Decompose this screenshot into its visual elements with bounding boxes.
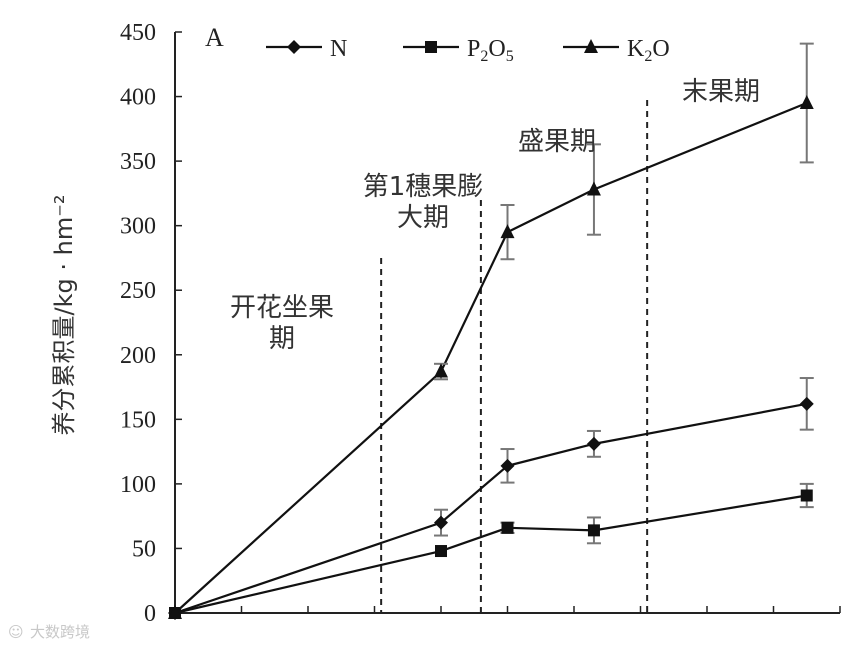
y-tick-label: 50 [132,536,156,562]
legend: N P2O5 K2O [266,36,670,65]
legend-marker [287,40,301,54]
legend-subscript: 2 [644,48,652,65]
data-point [500,458,515,473]
data-point [799,95,814,110]
y-tick-label: 0 [144,601,156,627]
legend-label: K2O [627,36,670,65]
y-tick-label: 300 [120,214,156,240]
legend-marker [425,41,437,53]
stage-dividers [380,100,649,613]
legend-label: P2O5 [467,36,514,65]
watermark: ☺ 大数跨境 [8,623,90,641]
stage-label: 大期 [397,203,449,233]
panel-label: A [205,23,224,52]
watermark-text: 大数跨境 [30,623,90,641]
series-layer [168,42,814,620]
data-point [799,396,814,411]
series-line [174,494,807,615]
series-n [168,377,814,620]
y-axis-label: 养分累积量/kg · hm⁻² [50,195,78,436]
legend-text-part: O [652,36,669,62]
legend-text-part: P [467,36,480,62]
series-line [174,402,807,615]
legend-text-part: O [488,36,505,62]
stage-label: 末果期 [682,77,760,107]
legend-marker [584,39,598,53]
data-point [434,363,448,378]
y-tick-label: 100 [120,472,156,498]
y-tick-label: 150 [120,407,156,433]
axes: 0 50 100 150 200 250 300 350 400 450 [120,20,841,627]
series-k2o [168,42,814,619]
legend-label: N [330,36,347,62]
series-line [174,101,808,614]
stage-label: 期 [269,324,295,354]
series-p2o5 [169,482,814,619]
data-point [586,436,601,451]
stage-label: 开花坐果 [230,293,334,323]
watermark-icon: ☺ [8,623,24,641]
legend-subscript: 2 [480,48,488,65]
data-point [434,515,448,530]
data-point [435,545,447,558]
y-tick-label: 200 [120,343,156,369]
y-tick-label: 350 [120,149,156,175]
stage-label: 第1穗果膨 [363,172,484,202]
data-point [501,521,514,534]
stage-label: 盛果期 [518,127,596,157]
legend-subscript: 5 [506,48,514,65]
data-point [800,489,813,502]
y-tick-label: 250 [120,278,156,304]
data-point [500,224,515,239]
y-tick-label: 450 [120,20,156,46]
data-point [168,605,182,619]
legend-text-part: K [627,36,645,62]
data-point [587,524,600,537]
y-tick-label: 400 [120,85,156,111]
data-point [586,181,601,196]
